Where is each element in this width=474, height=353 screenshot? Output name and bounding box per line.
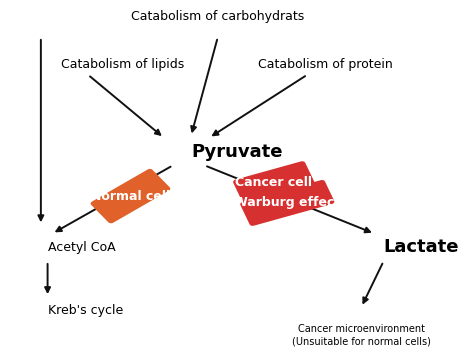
FancyBboxPatch shape bbox=[91, 169, 170, 223]
Text: Lactate: Lactate bbox=[383, 238, 459, 256]
Text: Acetyl CoA: Acetyl CoA bbox=[47, 241, 115, 254]
FancyBboxPatch shape bbox=[240, 180, 334, 226]
Text: Pyruvate: Pyruvate bbox=[191, 143, 283, 161]
Text: Catabolism of protein: Catabolism of protein bbox=[258, 58, 393, 71]
Text: Normal cell: Normal cell bbox=[91, 190, 170, 203]
Text: Cancer microenvironment
(Unsuitable for normal cells): Cancer microenvironment (Unsuitable for … bbox=[292, 324, 431, 346]
FancyBboxPatch shape bbox=[233, 161, 315, 204]
Text: Catabolism of lipids: Catabolism of lipids bbox=[61, 58, 184, 71]
Text: Kreb's cycle: Kreb's cycle bbox=[47, 304, 123, 317]
Text: Warburg effect: Warburg effect bbox=[234, 196, 340, 209]
Text: Cancer cell: Cancer cell bbox=[236, 176, 312, 189]
Text: Catabolism of carbohydrats: Catabolism of carbohydrats bbox=[131, 10, 304, 23]
